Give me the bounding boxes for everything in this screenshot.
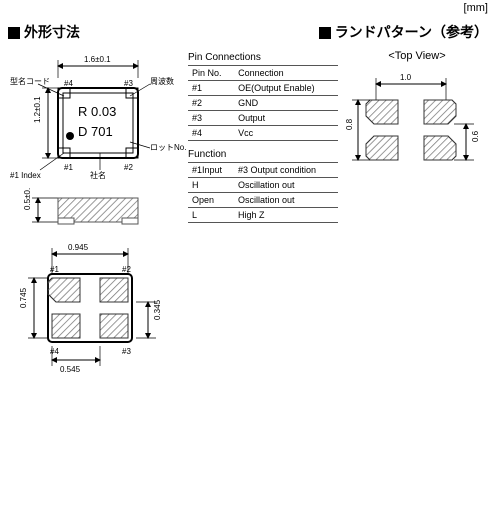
pin2-bottom: #2: [122, 265, 131, 274]
package-bottom-pad-view: 0.945 #1 #2 #4 #3 0.745: [8, 238, 188, 398]
dim-pad-y2: 0.345: [153, 299, 162, 320]
table-cell: Oscillation out: [234, 193, 338, 208]
topview-label: <Top View>: [342, 50, 492, 62]
dim-land-g: 0.6: [471, 130, 480, 142]
lot-label: ロットNo.: [150, 143, 186, 152]
pin3-label: #3: [124, 79, 133, 88]
pin-head-0: Pin No.: [188, 66, 234, 81]
left-section-title: 外形寸法: [8, 22, 80, 42]
table-cell: #3: [188, 111, 234, 126]
table-cell: High Z: [234, 208, 338, 223]
unit-label: [mm]: [464, 2, 488, 14]
left-title-text: 外形寸法: [24, 24, 80, 40]
table-cell: H: [188, 178, 234, 193]
dim-width: 1.6±0.1: [84, 55, 111, 64]
func-head-1: #3 Output condition: [234, 163, 338, 178]
dim-pad-y1: 0.745: [19, 287, 28, 308]
marking-line1: R 0.03: [78, 104, 116, 119]
dim-pad-x1: 0.945: [68, 243, 89, 252]
func-head-0: #1Input: [188, 163, 234, 178]
package-top-view: 1.6±0.1 1.2±0.1 R 0.03 D 701 #4 #3 #1 #2: [8, 48, 188, 188]
table-cell: GND: [234, 96, 338, 111]
table-cell: Vcc: [234, 126, 338, 141]
dim-land-w: 1.0: [400, 73, 412, 82]
pin1-bottom: #1: [50, 265, 59, 274]
land-pattern-drawing: 1.0 0.8 0.6: [342, 66, 492, 196]
table-cell: #2: [188, 96, 234, 111]
tables-column: Pin Connections Pin No.Connection #1OE(O…: [188, 48, 342, 398]
pin1-label: #1: [64, 163, 73, 172]
maker-label: 社名: [90, 170, 106, 180]
outline-drawings: 1.6±0.1 1.2±0.1 R 0.03 D 701 #4 #3 #1 #2: [8, 48, 188, 398]
function-table: #1Input#3 Output condition HOscillation …: [188, 162, 338, 223]
table-cell: Oscillation out: [234, 178, 338, 193]
table-cell: #1: [188, 81, 234, 96]
table-cell: Output: [234, 111, 338, 126]
pin-connections-table: Pin No.Connection #1OE(Output Enable) #2…: [188, 65, 338, 141]
package-side-view: 0.5±0.08: [8, 188, 188, 238]
table-cell: L: [188, 208, 234, 223]
pin2-label: #2: [124, 163, 133, 172]
func-table-title: Function: [188, 149, 342, 160]
marking-line2: D 701: [78, 124, 113, 139]
pin4-label: #4: [64, 79, 73, 88]
right-section-title: ランドパターン（参考）: [319, 22, 488, 42]
pin-table-title: Pin Connections: [188, 52, 342, 63]
table-cell: #4: [188, 126, 234, 141]
land-pattern-column: <Top View> 1.0 0.8 0.6: [342, 48, 492, 398]
pin4-bottom: #4: [50, 347, 59, 356]
dim-land-h: 0.8: [345, 118, 354, 130]
dim-thickness: 0.5±0.08: [23, 188, 32, 210]
pin-head-1: Connection: [234, 66, 338, 81]
freq-label: 周波数: [150, 76, 174, 86]
table-cell: Open: [188, 193, 234, 208]
type-code-label: 型名コード: [10, 76, 50, 86]
dim-height: 1.2±0.1: [33, 96, 42, 123]
dim-pad-x2: 0.545: [60, 365, 81, 374]
pin3-bottom: #3: [122, 347, 131, 356]
right-title-text: ランドパターン（参考）: [335, 24, 488, 40]
index-label: #1 Index: [10, 171, 41, 180]
table-cell: OE(Output Enable): [234, 81, 338, 96]
